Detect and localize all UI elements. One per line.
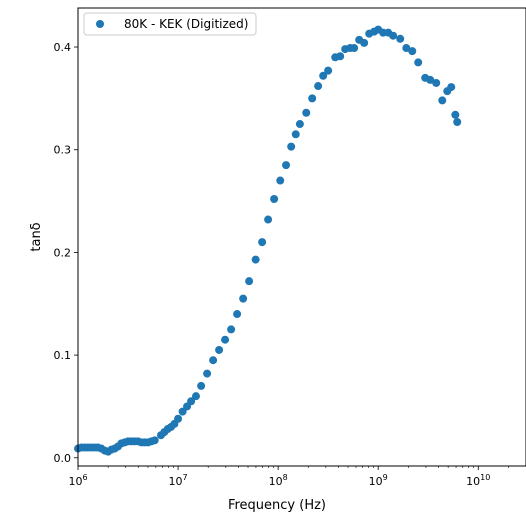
data-point — [233, 310, 242, 319]
x-axis-label: Frequency (Hz) — [228, 498, 326, 512]
data-point — [414, 58, 423, 67]
x-tick-label: 1010 — [466, 473, 490, 488]
data-point — [319, 71, 328, 80]
data-point — [402, 44, 411, 53]
y-axis-label: tanδ — [29, 222, 44, 251]
y-tick-label: 0.0 — [54, 452, 72, 465]
data-point — [264, 215, 273, 224]
x-tick-label: 107 — [169, 473, 188, 488]
data-point — [291, 130, 300, 139]
y-tick-label: 0.4 — [54, 41, 72, 54]
data-point — [174, 414, 183, 423]
data-point — [308, 94, 317, 103]
data-point — [408, 47, 417, 56]
plot-area-frame — [77, 7, 526, 467]
data-point — [438, 96, 447, 105]
data-point — [282, 161, 291, 170]
data-point — [350, 44, 359, 53]
data-point — [389, 31, 398, 40]
legend: 80K - KEK (Digitized) — [83, 12, 257, 36]
y-tick-label: 0.3 — [54, 144, 72, 157]
legend-box — [83, 12, 257, 36]
data-point — [150, 436, 159, 445]
data-point — [295, 120, 304, 129]
data-point — [197, 381, 206, 390]
data-point — [336, 52, 345, 61]
y-axis-ticks: 0.0 0.1 0.2 0.3 0.4 — [54, 41, 78, 465]
data-point — [270, 195, 279, 203]
data-point — [314, 82, 323, 91]
legend-marker — [96, 20, 104, 28]
x-tick-label: 106 — [68, 473, 87, 488]
data-point — [227, 325, 236, 334]
data-point — [302, 108, 311, 117]
x-tick-label: 109 — [369, 473, 388, 488]
data-point — [209, 356, 218, 365]
data-point — [451, 110, 460, 119]
x-axis-ticks: 106 107 108 109 1010 — [68, 466, 509, 488]
data-point — [215, 345, 224, 354]
data-point — [426, 75, 435, 84]
data-point — [287, 142, 296, 151]
data-point — [221, 335, 230, 344]
data-point — [245, 277, 254, 286]
data-point — [324, 66, 333, 75]
y-tick-label: 0.1 — [54, 349, 72, 362]
x-tick-label: 108 — [269, 473, 288, 488]
data-point — [396, 34, 405, 43]
legend-series-label: 80K - KEK (Digitized) — [124, 17, 248, 31]
data-point — [239, 294, 248, 303]
data-point — [251, 255, 260, 264]
data-point — [258, 238, 267, 247]
y-tick-label: 0.2 — [54, 246, 72, 259]
data-point — [432, 78, 441, 87]
data-point — [276, 176, 285, 185]
data-point — [447, 83, 456, 92]
data-point — [203, 369, 212, 378]
series-points — [74, 25, 462, 456]
data-point — [360, 38, 369, 47]
data-point — [191, 392, 200, 401]
data-point — [453, 117, 462, 126]
data-point — [187, 397, 196, 406]
